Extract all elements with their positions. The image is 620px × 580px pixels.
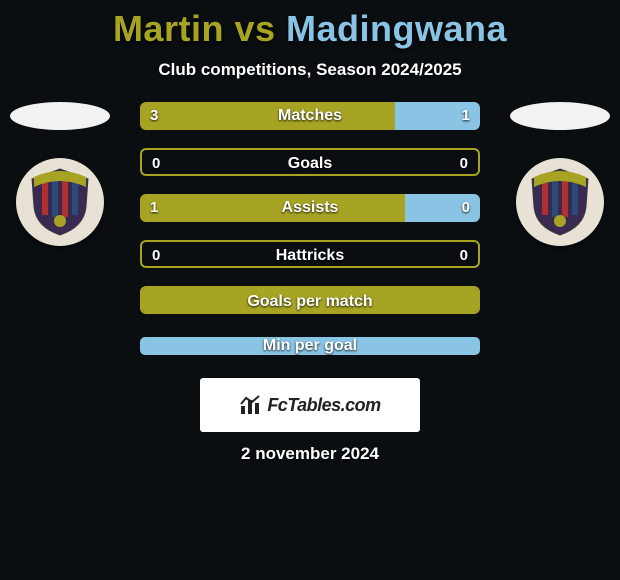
shield-icon (28, 167, 92, 237)
bar-seg-p1 (142, 150, 480, 176)
bar-seg-p1 (142, 288, 480, 314)
nationality-right-icon (510, 102, 610, 130)
footer-date: 2 november 2024 (0, 444, 620, 464)
bar-seg-p1 (140, 194, 405, 222)
watermark: FcTables.com (200, 378, 420, 432)
title-vs: vs (234, 8, 275, 49)
title-player1: Martin (113, 8, 224, 49)
club-badge-right (516, 158, 604, 246)
page-title: Martin vs Madingwana (0, 8, 620, 50)
bar-seg-p2 (140, 337, 480, 355)
subtitle: Club competitions, Season 2024/2025 (0, 60, 620, 80)
stat-row: 00Goals (140, 148, 480, 176)
shield-icon (528, 167, 592, 237)
stat-row: 31Matches (140, 102, 480, 130)
club-badge-left (16, 158, 104, 246)
bar-seg-p2 (395, 102, 480, 130)
watermark-text: FcTables.com (267, 395, 380, 416)
bar-seg-p1 (140, 102, 395, 130)
stat-row: Goals per match (140, 286, 480, 314)
title-player2: Madingwana (286, 8, 507, 49)
bar-seg-p2 (405, 194, 480, 222)
bars-container: 31Matches 00Goals 10Assists 00Hattricks Goal… (140, 94, 480, 360)
side-right (500, 94, 620, 246)
stat-row: 10Assists (140, 194, 480, 222)
stat-row: 00Hattricks (140, 240, 480, 268)
nationality-left-icon (10, 102, 110, 130)
bar-seg-p1 (142, 242, 480, 268)
comparison-panel: 31Matches 00Goals 10Assists 00Hattricks Goal… (0, 94, 620, 464)
chart-icon (239, 394, 261, 416)
side-left (0, 94, 120, 246)
stat-row: Min per goal (140, 332, 480, 360)
